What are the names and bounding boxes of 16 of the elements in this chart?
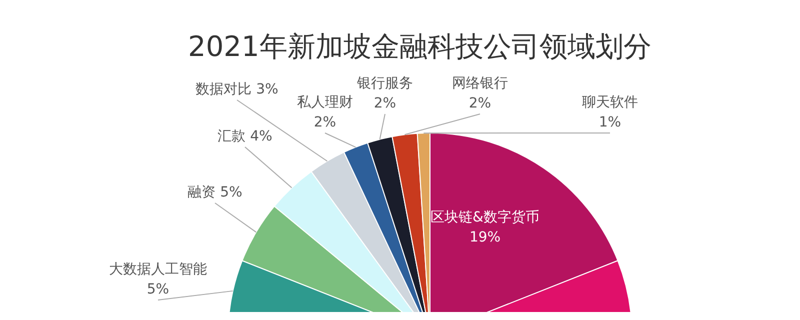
data-label: 2% [314,114,336,131]
slice-label: 融资 5% [188,184,242,201]
slice-label: 网络银行 [452,76,508,92]
slice-label: 区块链&数字货币 [430,210,540,226]
slice-label: 数据对比 3% [196,82,278,98]
slice-label: 汇款 4% [218,128,272,145]
slice-label: 聊天软件 [582,94,638,111]
data-label: 2% [374,96,396,112]
data-label: 19% [469,230,501,246]
slice-label: 私人理财 [297,94,353,111]
slice-label: 银行服务 [356,76,413,92]
slice-label: 大数据人工智能 [109,262,207,278]
data-label: 1% [598,114,622,131]
data-label: 2% [468,96,492,112]
chart-title: 2021年新加坡金融科技公司领域划分 [188,29,652,65]
data-label: 5% [146,282,170,298]
